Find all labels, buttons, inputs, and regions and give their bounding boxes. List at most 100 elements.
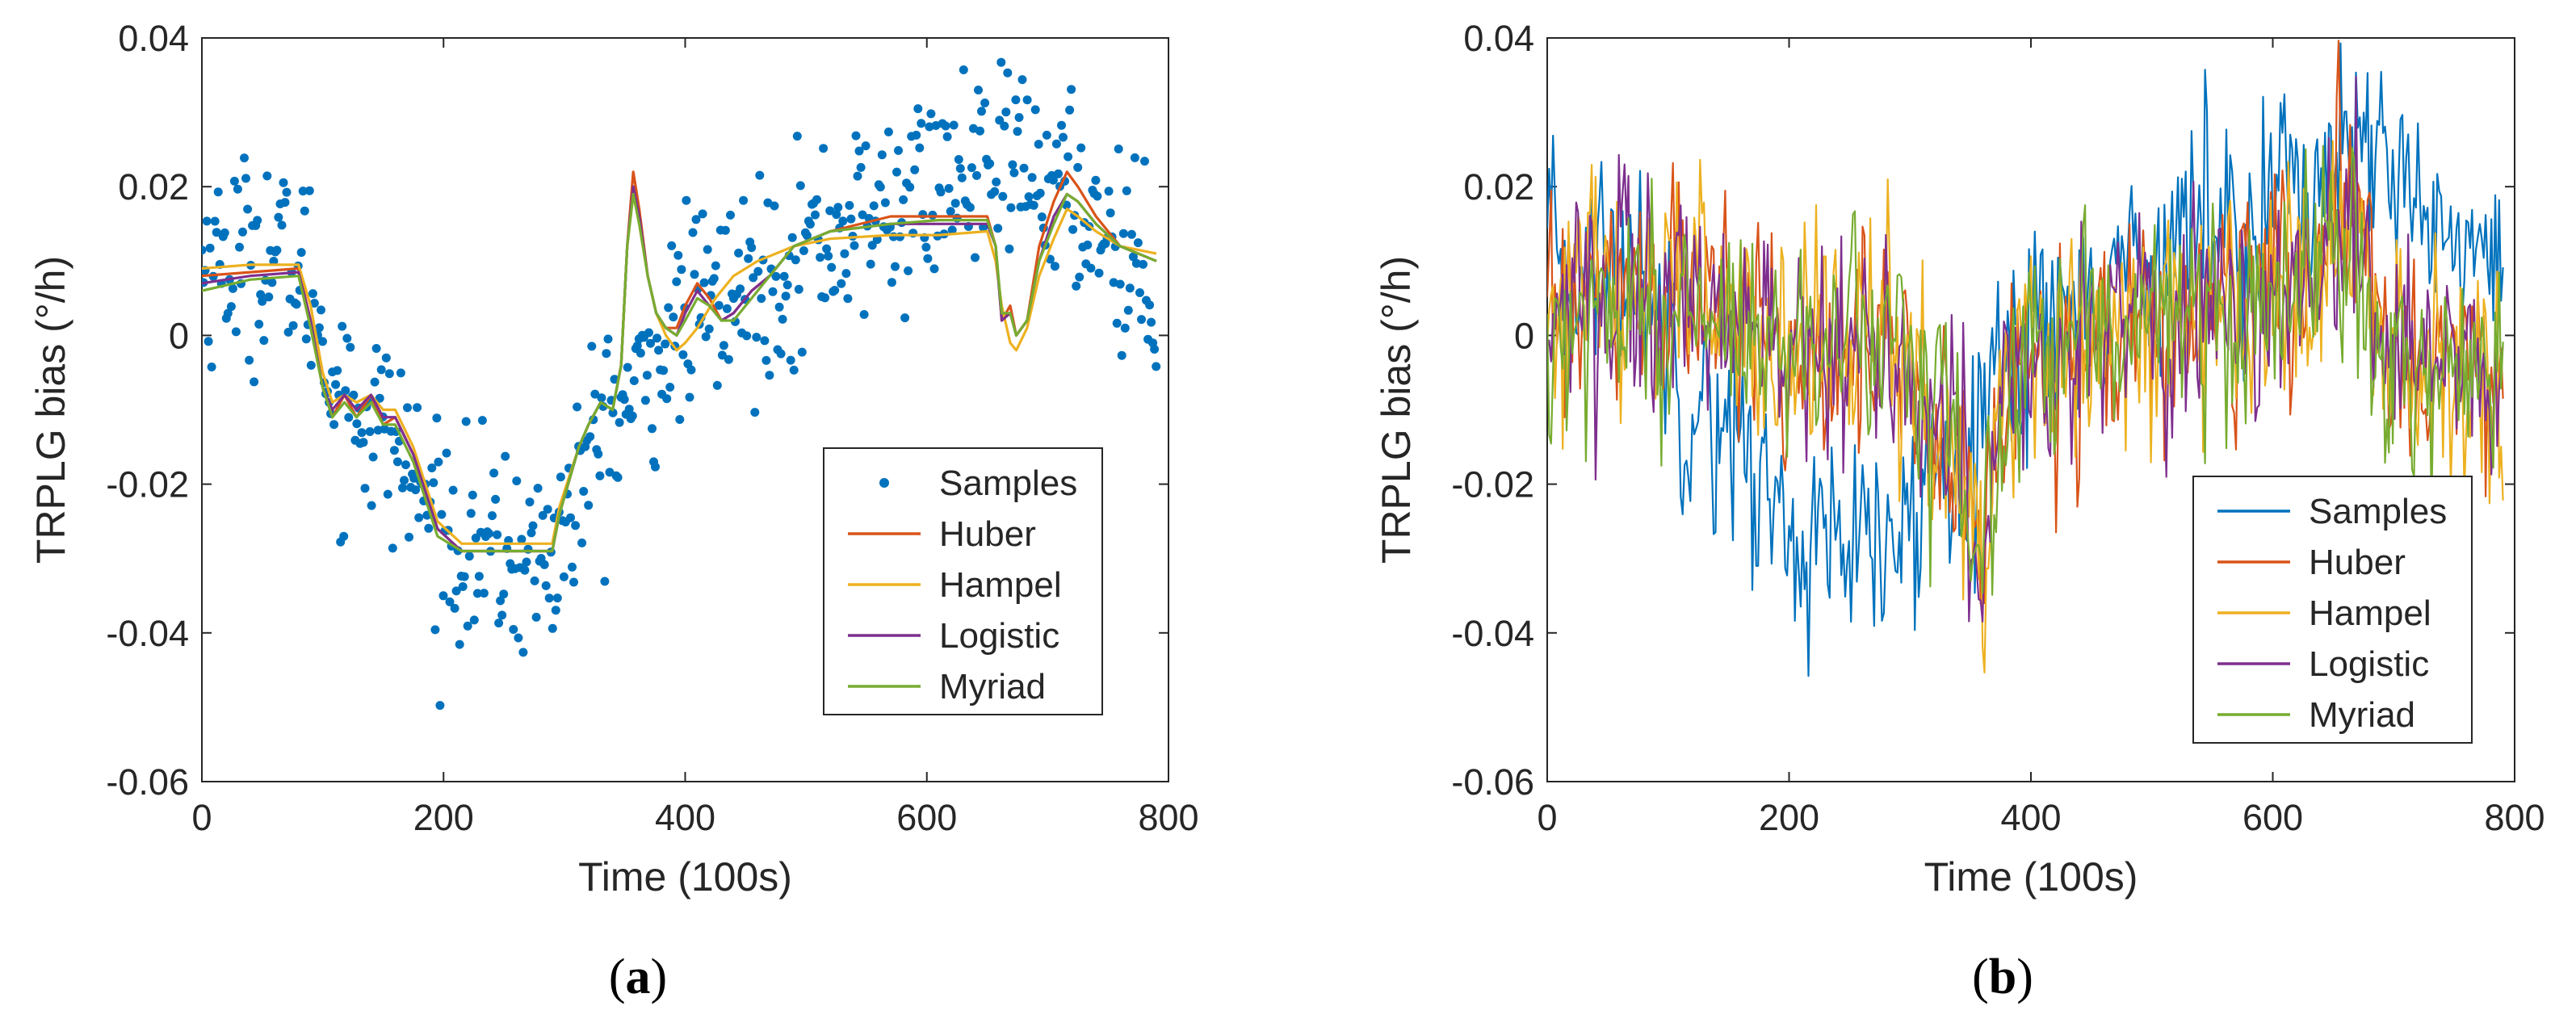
sample-point <box>910 165 920 174</box>
sample-point <box>722 304 732 313</box>
sample-point <box>1139 259 1147 269</box>
sample-point <box>947 225 957 235</box>
sample-point <box>461 417 471 426</box>
sample-point <box>1048 175 1058 185</box>
sample-point <box>413 403 422 413</box>
sample-point <box>717 350 727 360</box>
sample-point <box>753 266 763 276</box>
sample-point <box>458 582 468 591</box>
sample-point <box>1130 153 1139 162</box>
sample-point <box>699 278 709 287</box>
sample-point <box>262 171 272 181</box>
sample-point <box>771 271 781 281</box>
sample-point <box>688 228 698 237</box>
sample-point <box>704 324 714 333</box>
sample-point <box>566 513 575 522</box>
sample-point <box>845 200 854 210</box>
sample-point <box>900 313 910 323</box>
sample-point <box>787 233 797 242</box>
sample-point <box>496 596 506 606</box>
sample-point <box>654 346 664 355</box>
sample-point <box>712 380 722 390</box>
sample-point <box>1076 143 1086 153</box>
sample-point <box>776 349 786 359</box>
sample-point <box>677 265 686 275</box>
sample-point <box>941 121 950 131</box>
sample-point <box>936 187 946 197</box>
sample-point <box>370 377 380 387</box>
sample-point <box>213 187 223 197</box>
sample-point <box>544 593 554 603</box>
sample-point <box>1125 283 1135 293</box>
sample-point <box>1051 139 1061 149</box>
sample-point <box>1011 95 1021 105</box>
sample-point <box>1050 262 1059 271</box>
panel-caption: (a) <box>609 950 667 1004</box>
sample-point <box>309 299 319 308</box>
sample-point <box>664 303 673 312</box>
sample-point <box>1122 186 1131 195</box>
sample-point <box>245 355 254 365</box>
sample-point <box>585 432 595 442</box>
sample-point <box>365 427 375 436</box>
sample-point <box>954 155 963 164</box>
sample-point <box>858 210 867 220</box>
sample-point <box>469 615 479 625</box>
sample-point <box>770 201 779 211</box>
sample-point <box>950 199 960 208</box>
sample-point <box>774 302 784 312</box>
y-tick-label: 0.02 <box>1463 166 1534 208</box>
x-tick-label: 0 <box>191 797 212 838</box>
sample-point <box>226 302 236 312</box>
sample-point <box>669 312 678 322</box>
sample-point <box>579 487 589 496</box>
sample-point <box>491 494 501 504</box>
x-tick-label: 800 <box>1138 797 1198 838</box>
sample-point <box>915 143 925 153</box>
sample-point <box>990 187 1000 196</box>
sample-point <box>760 336 770 346</box>
sample-point <box>1105 208 1115 218</box>
sample-point <box>1068 224 1078 234</box>
sample-point <box>451 586 461 596</box>
sample-point <box>1131 258 1141 268</box>
sample-point <box>830 286 840 295</box>
sample-point <box>455 639 464 649</box>
sample-point <box>739 195 749 205</box>
sample-point <box>894 145 903 155</box>
sample-point <box>904 266 913 275</box>
sample-point <box>719 341 728 350</box>
sample-point <box>437 510 447 519</box>
sample-point <box>887 278 896 287</box>
sample-point <box>1093 191 1102 201</box>
sample-point <box>632 341 642 350</box>
sample-point <box>414 513 424 522</box>
sample-point <box>891 262 900 271</box>
sample-point <box>301 334 311 344</box>
y-tick-label: 0.04 <box>1463 18 1534 59</box>
sample-point <box>424 523 434 533</box>
sample-point <box>789 365 799 375</box>
sample-point <box>757 294 766 304</box>
sample-point <box>434 457 443 467</box>
sample-point <box>497 610 507 620</box>
sample-point <box>349 390 359 400</box>
sample-point <box>779 271 789 281</box>
sample-point <box>744 254 753 263</box>
sample-point <box>531 612 541 622</box>
sample-point <box>877 150 887 160</box>
sample-point <box>296 248 306 258</box>
sample-point <box>750 408 760 417</box>
sample-point <box>539 560 549 569</box>
sample-point <box>665 383 675 392</box>
x-tick-label: 800 <box>2484 797 2545 838</box>
plot-series-group <box>1547 40 2504 677</box>
y-tick-label: 0.04 <box>118 18 189 59</box>
sample-point <box>277 220 287 230</box>
legend-label-huber: Huber <box>939 514 1036 554</box>
sample-point <box>1001 107 1011 117</box>
legend-marker-samples <box>879 478 889 488</box>
sample-point <box>959 65 968 74</box>
sample-point <box>642 371 652 380</box>
sample-point <box>528 521 538 530</box>
